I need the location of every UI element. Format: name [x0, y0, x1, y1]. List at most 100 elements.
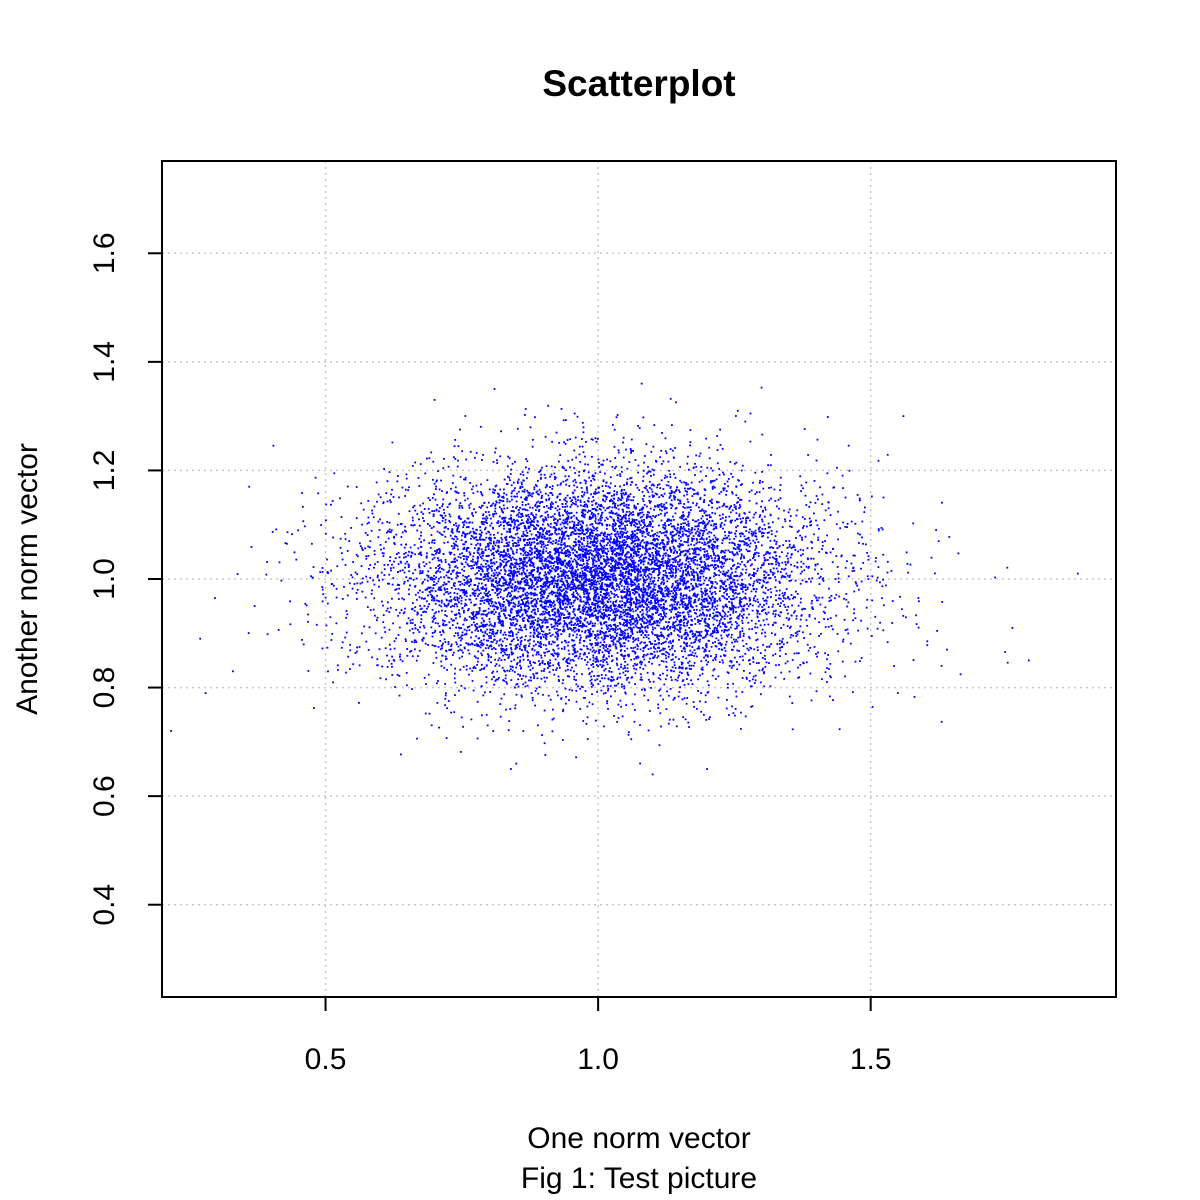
scatter-point: [579, 556, 582, 559]
scatter-point: [646, 551, 648, 553]
scatter-point: [725, 629, 728, 632]
scatter-point: [456, 545, 459, 548]
scatter-point: [724, 555, 726, 557]
scatter-point: [529, 662, 531, 664]
scatter-point: [444, 704, 446, 707]
scatter-point: [652, 558, 654, 561]
scatter-point: [493, 513, 496, 515]
scatter-point: [480, 548, 483, 551]
scatter-point: [559, 629, 562, 631]
scatter-point: [693, 578, 696, 581]
scatter-point: [736, 661, 738, 663]
scatter-point: [610, 619, 613, 622]
scatter-point: [562, 514, 564, 517]
scatter-point: [396, 523, 399, 526]
scatter-point: [344, 564, 347, 566]
scatter-point: [528, 542, 531, 545]
scatter-point: [558, 537, 561, 540]
scatter-point: [568, 561, 570, 564]
scatter-point: [733, 579, 736, 581]
scatter-point: [501, 559, 504, 562]
scatter-point: [668, 618, 671, 620]
scatter-point: [731, 541, 733, 544]
scatter-point: [619, 600, 621, 603]
scatter-point: [514, 707, 517, 710]
scatter-point: [622, 623, 624, 626]
scatter-point: [589, 523, 592, 526]
scatter-point: [597, 595, 600, 598]
scatter-point: [917, 626, 920, 629]
scatter-point: [637, 425, 639, 427]
scatter-point: [511, 666, 514, 669]
scatter-point: [629, 493, 632, 495]
scatter-point: [497, 496, 500, 499]
scatter-point: [559, 605, 562, 608]
scatter-point: [325, 532, 327, 535]
scatter-point: [844, 629, 847, 631]
scatter-point: [355, 592, 358, 594]
scatter-point: [552, 641, 555, 644]
scatter-point: [820, 632, 822, 635]
scatter-point: [427, 523, 429, 525]
scatter-point: [742, 632, 745, 635]
scatter-point: [545, 644, 547, 647]
scatter-point: [842, 487, 844, 489]
scatter-point: [718, 597, 721, 600]
scatter-point: [634, 693, 636, 696]
scatter-point: [503, 579, 506, 581]
scatter-point: [665, 484, 668, 487]
scatter-point: [450, 610, 453, 613]
scatter-point: [469, 594, 472, 597]
scatter-point: [820, 568, 823, 570]
scatter-point: [411, 655, 414, 658]
scatter-point: [272, 444, 275, 447]
scatter-point: [762, 509, 764, 512]
scatter-point: [560, 546, 562, 549]
scatter-point: [527, 539, 529, 541]
scatter-point: [509, 529, 511, 532]
scatter-point: [654, 539, 656, 542]
scatter-point: [609, 667, 611, 669]
scatter-point: [558, 547, 561, 549]
scatter-point: [701, 647, 704, 649]
scatter-point: [559, 536, 561, 539]
scatter-point: [567, 617, 570, 620]
scatter-point: [638, 601, 641, 604]
scatter-point: [554, 575, 556, 578]
scatter-point: [587, 667, 590, 670]
scatter-point: [531, 551, 534, 554]
scatter-point: [854, 617, 857, 620]
scatter-point: [784, 520, 787, 523]
scatter-point: [617, 554, 620, 557]
scatter-point: [723, 618, 726, 620]
scatter-point: [476, 588, 479, 591]
scatter-point: [654, 608, 657, 610]
scatter-point: [564, 593, 567, 596]
scatter-point: [399, 653, 401, 656]
scatter-point: [496, 587, 499, 590]
scatter-point: [617, 609, 620, 612]
scatter-point: [552, 618, 555, 621]
scatter-point: [507, 656, 510, 658]
scatter-point: [748, 539, 751, 542]
scatter-point: [763, 532, 765, 535]
scatter-point: [652, 672, 655, 674]
scatter-point: [389, 559, 391, 562]
scatter-point: [524, 603, 527, 606]
scatter-point: [643, 495, 645, 497]
scatter-point: [364, 547, 367, 550]
scatter-point: [463, 604, 466, 607]
scatter-point: [659, 547, 662, 550]
scatter-point: [699, 577, 701, 580]
scatter-point: [611, 583, 614, 585]
scatter-point: [544, 602, 546, 604]
scatter-point: [589, 532, 592, 534]
scatter-point: [496, 593, 499, 595]
scatter-point: [564, 622, 566, 624]
scatter-point: [564, 527, 567, 529]
scatter-point: [626, 530, 629, 533]
scatter-point: [686, 633, 689, 636]
scatter-point: [315, 623, 318, 626]
scatter-point: [757, 578, 760, 581]
scatter-point: [736, 640, 739, 643]
